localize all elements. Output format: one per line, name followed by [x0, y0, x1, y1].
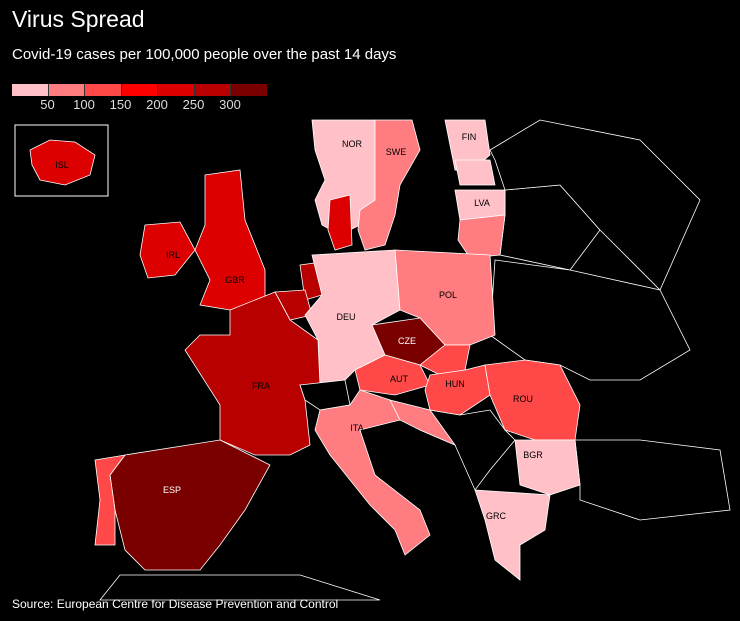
label-nor: NOR	[342, 139, 363, 149]
country-swe	[357, 119, 421, 251]
country-rus	[489, 119, 701, 291]
country-gbr	[194, 169, 266, 311]
legend-bin: 50	[12, 84, 55, 112]
country-labels: ISL NOR SWE FIN LVA IRL GBR DEU POL CZE …	[55, 132, 543, 521]
colored-countries	[14, 119, 581, 581]
legend-bin	[231, 84, 267, 96]
country-isl	[29, 139, 96, 186]
label-isl: ISL	[55, 160, 69, 170]
map-subtitle: Covid-19 cases per 100,000 people over t…	[12, 46, 397, 63]
legend-tick: 150	[109, 97, 132, 112]
country-tur	[574, 439, 731, 521]
color-legend: 50 100 150 200 250 300	[12, 84, 267, 112]
country-che	[299, 379, 351, 411]
legend-tick: 200	[146, 97, 168, 112]
label-rou: ROU	[513, 394, 533, 404]
legend-bin: 200	[121, 84, 168, 112]
country-fra	[184, 291, 321, 456]
country-dnk	[327, 194, 353, 251]
label-pol: POL	[439, 290, 457, 300]
legend-bin: 250	[158, 84, 204, 112]
country-hrv	[389, 399, 457, 446]
country-ltu	[457, 214, 506, 259]
label-deu: DEU	[336, 312, 355, 322]
country-bgr	[514, 439, 581, 496]
country-ita	[314, 389, 431, 556]
country-irl	[139, 221, 196, 279]
other-countries	[99, 119, 731, 601]
label-aut: AUT	[390, 374, 409, 384]
label-swe: SWE	[386, 147, 407, 157]
label-cze: CZE	[398, 336, 416, 346]
legend-tick: 100	[73, 97, 95, 112]
country-ukr	[489, 259, 691, 381]
legend-bin: 100	[48, 84, 95, 112]
label-lva: LVA	[474, 198, 490, 208]
country-esp	[109, 439, 271, 571]
country-hun	[424, 364, 491, 416]
label-gbr: GBR	[225, 275, 245, 285]
label-fra: FRA	[252, 381, 270, 391]
country-est	[454, 159, 496, 186]
label-fin: FIN	[462, 132, 477, 142]
legend-tick: 50	[40, 97, 55, 112]
label-grc: GRC	[486, 511, 507, 521]
label-ita: ITA	[350, 423, 363, 433]
source-note: Source: European Centre for Disease Prev…	[12, 597, 339, 611]
label-bgr: BGR	[523, 450, 543, 460]
label-hun: HUN	[445, 379, 465, 389]
label-irl: IRL	[166, 250, 180, 260]
country-prt	[94, 454, 126, 546]
legend-tick: 250	[182, 97, 205, 112]
legend-tick: 300	[219, 97, 241, 112]
country-africa	[99, 574, 381, 601]
map-title: Virus Spread	[12, 6, 145, 32]
country-grc	[474, 489, 551, 581]
legend-bin: 150	[85, 84, 131, 112]
label-esp: ESP	[163, 485, 181, 495]
country-svk	[419, 344, 471, 376]
legend-bin: 300	[194, 84, 241, 112]
